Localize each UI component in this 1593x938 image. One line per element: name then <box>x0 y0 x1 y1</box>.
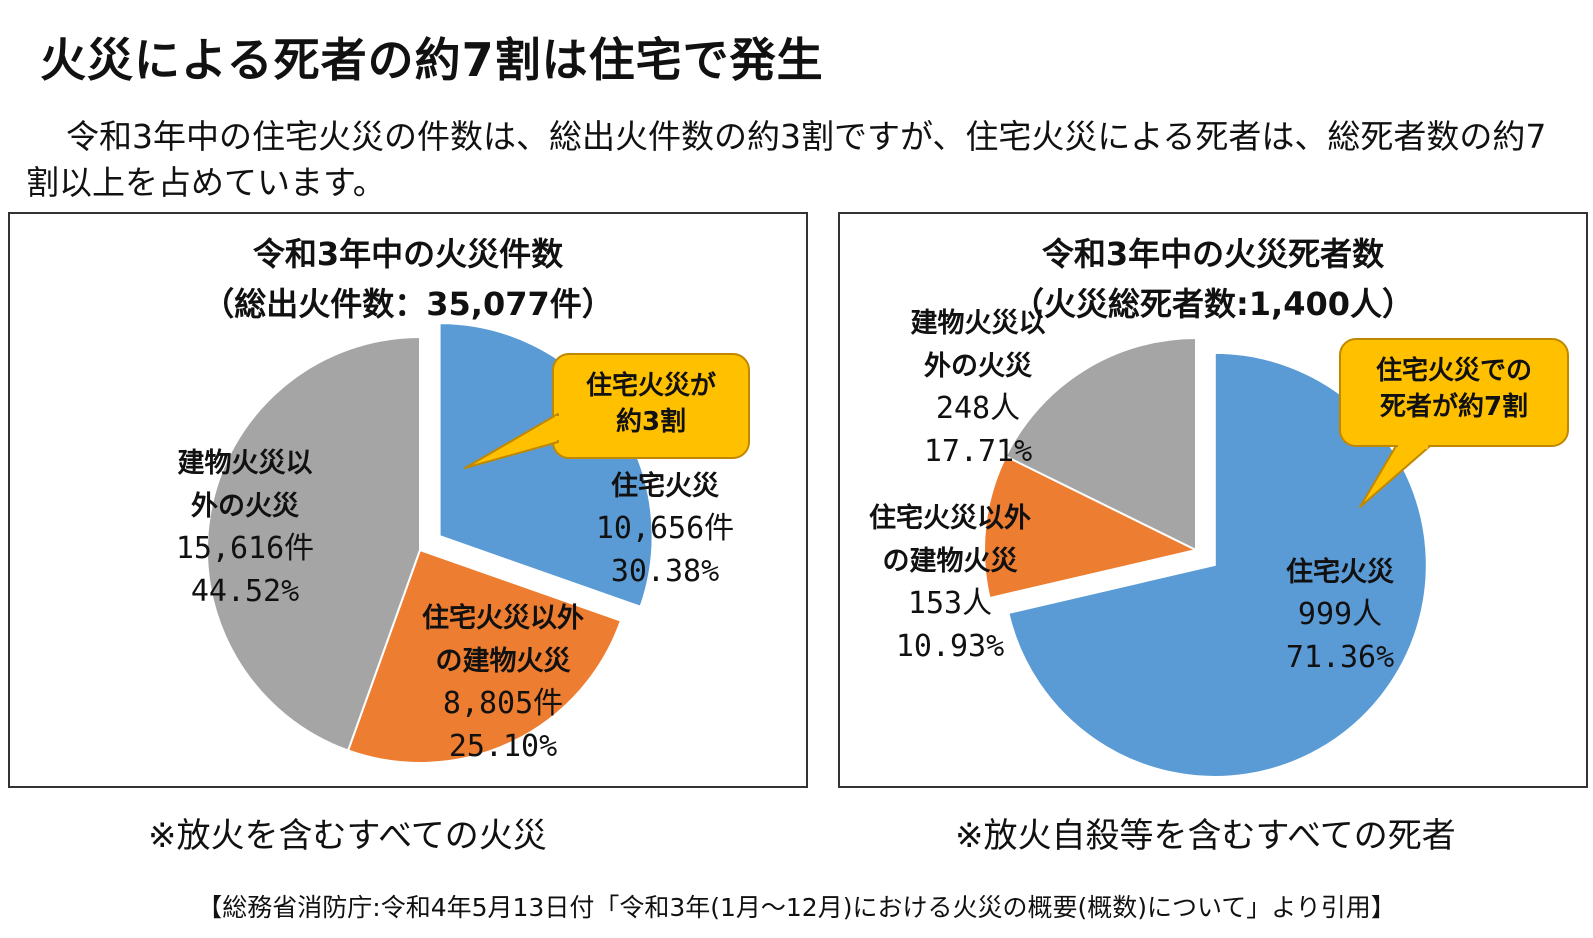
pie-slice-1 <box>983 454 1199 600</box>
callout-text: 住宅火災が <box>586 370 716 401</box>
slice-label-group-0: 住宅火災 10,656件 30.38% <box>596 470 734 589</box>
pie-slices <box>983 336 1428 778</box>
slice-value: 999人 <box>1298 597 1382 632</box>
slice-percent: 71.36% <box>1286 640 1394 675</box>
pie-slices <box>206 322 654 764</box>
chart-title: 令和3年中の火災件数 <box>252 235 564 273</box>
pie-slice-1 <box>346 548 623 764</box>
slice-value: 10,656件 <box>596 511 734 546</box>
fire-count-chart-panel: 令和3年中の火災件数 （総出火件数：35,077件） 住宅火災 10,656件 30… <box>8 212 808 788</box>
slice-label: 建物火災以 <box>911 308 1046 339</box>
slice-label: の建物火災 <box>883 546 1019 577</box>
slice-percent: 10.93% <box>896 629 1004 664</box>
callout-box <box>552 353 750 459</box>
callout-text: 住宅火災での <box>1376 355 1532 386</box>
chart-title: 令和3年中の火災死者数 <box>1041 235 1385 273</box>
slice-value: 15,616件 <box>176 531 314 566</box>
fire-count-note: ※放火を含むすべての火災 <box>148 816 547 856</box>
slice-value: 8,805件 <box>443 686 563 721</box>
page-title: 火災による死者の約7割は住宅で発生 <box>40 33 824 87</box>
callout-text: 約3割 <box>616 406 686 437</box>
slice-percent: 25.10% <box>449 729 557 764</box>
chart-subtitle: （火災総死者数:1,400人） <box>1011 285 1415 323</box>
slice-label: 住宅火災以外 <box>422 602 584 634</box>
slice-label: 住宅火災以外 <box>869 502 1031 534</box>
slice-percent: 17.71% <box>924 434 1032 469</box>
pie-slice-2 <box>206 335 421 752</box>
slice-percent: 44.52% <box>191 574 299 609</box>
pie-slice-2 <box>1004 336 1197 552</box>
lead-text: 令和3年中の住宅火災の件数は、総出火件数の約3割ですが、住宅火災による死者は、総… <box>26 117 1547 202</box>
fire-death-note: ※放火自殺等を含むすべての死者 <box>955 816 1456 856</box>
source-citation: 【総務省消防庁:令和4年5月13日付「令和3年(1月～12月)における火災の概要… <box>197 893 1396 922</box>
slice-label: 住宅火災 <box>1286 556 1395 588</box>
slice-label-group-0: 住宅火災 999人 71.36% <box>1286 556 1395 675</box>
slice-label: 住宅火災 <box>611 470 720 502</box>
callout-text: 死者が約7割 <box>1380 391 1528 422</box>
fire-death-chart-panel: 令和3年中の火災死者数 （火災総死者数:1,400人） 住宅火災 999人 71.3… <box>838 212 1588 788</box>
slice-label: 建物火災以 <box>178 448 313 479</box>
slice-label: の建物火災 <box>436 646 572 677</box>
slice-value: 248人 <box>936 391 1020 426</box>
chart-subtitle: （総出火件数：35,077件） <box>202 285 614 323</box>
slice-label: 外の火災 <box>924 351 1033 382</box>
slice-label: 外の火災 <box>191 491 300 522</box>
callout-box <box>1339 338 1569 447</box>
slice-percent: 30.38% <box>611 554 719 589</box>
slice-value: 153人 <box>908 586 992 621</box>
